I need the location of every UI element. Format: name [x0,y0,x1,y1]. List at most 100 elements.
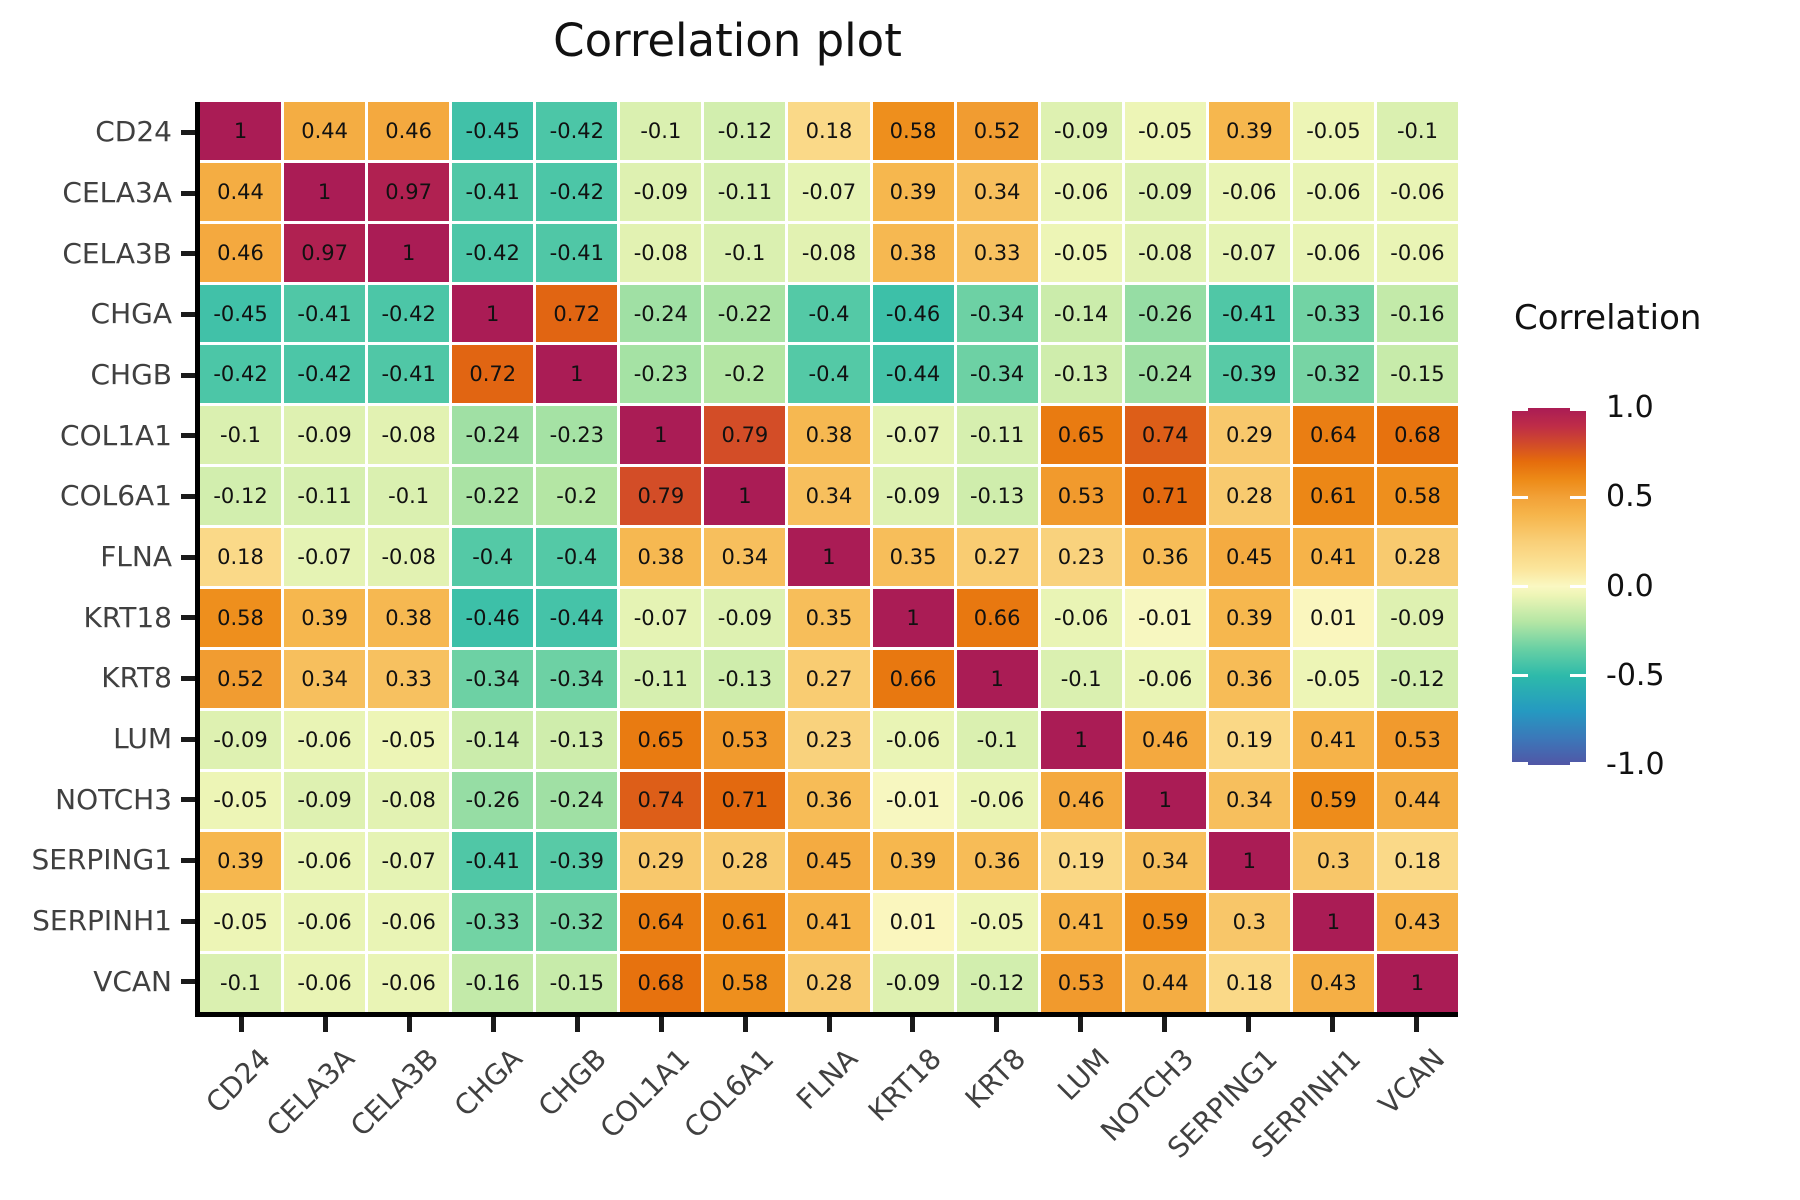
heatmap-cell: 1 [788,528,870,586]
heatmap-cell: -0.01 [872,771,954,830]
x-axis-tick [1078,1017,1084,1032]
heatmap-cell: 1 [368,223,450,282]
heatmap-cell: 0.66 [956,588,1038,647]
heatmap-cell: -0.07 [872,406,954,465]
heatmap-cell: -0.22 [452,467,534,526]
y-axis-label: FLNA [100,540,172,573]
x-axis-label: CELA3A [260,1042,362,1143]
heatmap-cell: -0.12 [1376,649,1458,708]
heatmap-cell: 0.58 [704,954,786,1012]
heatmap-cell: -0.09 [872,954,954,1012]
heatmap-cell: 0.39 [872,832,954,891]
heatmap-cell: -0.24 [536,771,618,830]
heatmap-cell: -0.13 [704,649,786,708]
y-axis-tick [181,190,195,196]
heatmap-cell: -0.41 [452,832,534,891]
heatmap-cell: -0.4 [452,528,534,586]
heatmap-cell: -0.06 [1040,162,1122,221]
heatmap-cell: -0.14 [452,710,534,769]
heatmap-cell: -0.06 [284,832,366,891]
legend-tick-mark [1512,585,1528,588]
heatmap-cell: 0.53 [1040,467,1122,526]
heatmap-cell: 1 [536,345,618,404]
heatmap-cell: -0.34 [536,649,618,708]
heatmap-cell: -0.2 [536,467,618,526]
heatmap-cell: -0.33 [452,893,534,952]
heatmap-cell: -0.24 [452,406,534,465]
heatmap-cell: -0.32 [536,893,618,952]
heatmap-cell: -0.11 [284,467,366,526]
y-axis-label: KRT18 [83,600,172,634]
x-axis-tick [994,1017,1000,1032]
x-axis-label: FLNA [790,1042,865,1117]
heatmap-cell: -0.4 [788,284,870,343]
x-axis-labels: CD24 CELA3A CELA3B CHGA CHGB COL1A1 COL6A1 FLNA… [200,1042,1458,1200]
heatmap-cell: 1 [620,406,702,465]
heatmap-cell: 1 [1040,710,1122,769]
legend-tick-label: -0.5 [1606,657,1665,693]
heatmap-cell: -0.06 [284,893,366,952]
x-axis-tick [1413,1017,1419,1032]
heatmap-cell: -0.33 [1292,284,1374,343]
x-axis-tick [826,1017,832,1032]
heatmap-cell: 0.38 [872,223,954,282]
y-axis-tick [181,129,195,135]
heatmap-cell: 0.38 [620,528,702,586]
heatmap-cell: -0.09 [1376,588,1458,647]
heatmap-cell: -0.05 [1292,649,1374,708]
heatmap-cell: -0.41 [1208,284,1290,343]
heatmap-cell: -0.42 [536,102,618,160]
heatmap-cell: 0.46 [1040,771,1122,830]
y-axis-tick [181,918,195,924]
x-axis-tick [323,1017,329,1032]
heatmap-cell: -0.11 [620,649,702,708]
heatmap-cell: 0.3 [1292,832,1374,891]
heatmap-cell: -0.08 [368,771,450,830]
heatmap-cell: -0.23 [620,345,702,404]
heatmap-cell: -0.4 [536,528,618,586]
heatmap-cell: -0.06 [1124,649,1206,708]
y-axis-label: COL1A1 [60,418,172,452]
heatmap-cell: 0.38 [368,588,450,647]
heatmap-cell: -0.13 [956,467,1038,526]
heatmap-cell: 0.41 [1292,528,1374,586]
y-axis-tick [181,615,195,621]
heatmap-cell: -0.14 [1040,284,1122,343]
x-axis-label: KRT8 [958,1042,1033,1116]
heatmap-cell: 0.66 [872,649,954,708]
heatmap-cell: 0.3 [1208,893,1290,952]
heatmap-cell: -0.11 [956,406,1038,465]
heatmap-cell: -0.05 [956,893,1038,952]
heatmap-cell: 0.79 [620,467,702,526]
y-axis-label: CHGA [90,297,172,331]
heatmap-cell: -0.34 [956,284,1038,343]
heatmap-cell: -0.23 [536,406,618,465]
heatmap-cell: -0.45 [452,102,534,160]
x-axis-label: VCAN [1372,1042,1452,1122]
x-axis-label: COL1A1 [594,1042,697,1145]
heatmap-cell: -0.07 [788,162,870,221]
heatmap-cell: -0.15 [1376,345,1458,404]
heatmap-cell: -0.44 [872,345,954,404]
legend-tick-mark [1570,408,1586,411]
heatmap-panel: 1 0.44 0.46 -0.45 -0.42 -0.1 -0.12 0.18 0.58 0.52… [31,102,1458,1165]
heatmap-cell: -0.09 [872,467,954,526]
heatmap-cell: -0.42 [536,162,618,221]
x-axis-label: COL6A1 [677,1042,781,1145]
heatmap-cell: -0.1 [704,223,786,282]
heatmap-cell: 0.58 [1376,467,1458,526]
heatmap-cell: -0.11 [704,162,786,221]
y-axis-tick [181,857,195,863]
x-axis-tick [574,1017,580,1032]
heatmap-cell: -0.06 [1376,162,1458,221]
heatmap-cell: 0.27 [956,528,1038,586]
heatmap-cell: 0.28 [704,832,786,891]
heatmap-cell: -0.09 [284,406,366,465]
heatmap-cell: 0.74 [620,771,702,830]
heatmap-cell: 0.29 [620,832,702,891]
heatmap-cell: 0.58 [872,102,954,160]
heatmap-cell: 0.44 [200,162,282,221]
heatmap-cell: -0.12 [956,954,1038,1012]
heatmap-cell: 1 [1124,771,1206,830]
heatmap-cell: 0.45 [1208,528,1290,586]
